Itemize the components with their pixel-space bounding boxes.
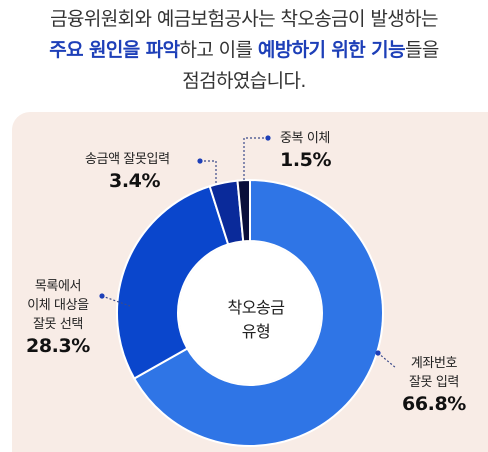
leader-account-number [377,352,397,369]
label-duplicate-value: 1.5% [280,149,332,171]
label-duplicate-transfer: 중복 이체 1.5% [280,129,332,172]
leader-amount-error [200,160,217,185]
label-amount-value: 3.4% [109,170,161,192]
leader-account-number-dot [375,350,381,356]
label-list-name-1: 목록에서 [34,279,82,294]
label-list-name-2: 이체 대상을 [27,298,89,313]
label-account-name-1: 계좌번호 [410,356,458,371]
slice-account-number [132,178,384,447]
donut-center-label: 착오송금 유형 [196,296,316,344]
center-label-line-2: 유형 [241,322,271,341]
slice-duplicate-transfer [236,178,251,243]
leader-list-selection-dot [99,293,105,299]
label-list-value: 28.3% [26,335,90,357]
leader-duplicate-transfer [243,137,268,180]
label-amount-error: 송금액 잘못입력 3.4% [85,150,170,193]
label-account-number: 계좌번호 잘못 입력 66.8% [402,354,466,416]
headline-text-mid: 하고 이를 [179,39,258,61]
slice-list-selection [116,184,230,380]
label-account-name-2: 잘못 입력 [408,375,459,390]
headline-line-1: 금융위원회와 예금보험공사는 착오송금이 발생하는 [50,8,438,30]
label-duplicate-name: 중복 이체 [280,131,330,146]
label-amount-name: 송금액 잘못입력 [85,152,170,167]
label-list-name-3: 잘못 선택 [32,317,83,332]
label-account-value: 66.8% [402,393,466,415]
leader-duplicate-transfer-dot [265,135,271,141]
headline-highlight-1: 주요 원인을 파악 [49,39,180,61]
center-label-line-1: 착오송금 [227,298,285,317]
label-list-selection: 목록에서 이체 대상을 잘못 선택 28.3% [26,277,90,358]
headline: 금융위원회와 예금보험공사는 착오송금이 발생하는 주요 원인을 파악하고 이를… [0,4,488,97]
headline-line-3: 점검하였습니다. [182,70,306,92]
leader-list-selection [101,295,131,307]
headline-text-end: 들을 [404,39,439,61]
headline-line-2: 주요 원인을 파악하고 이를 예방하기 위한 기능들을 [0,35,488,66]
leader-amount-error-dot [197,158,203,164]
donut-hole [179,242,321,384]
headline-highlight-2: 예방하기 위한 기능 [257,39,406,61]
